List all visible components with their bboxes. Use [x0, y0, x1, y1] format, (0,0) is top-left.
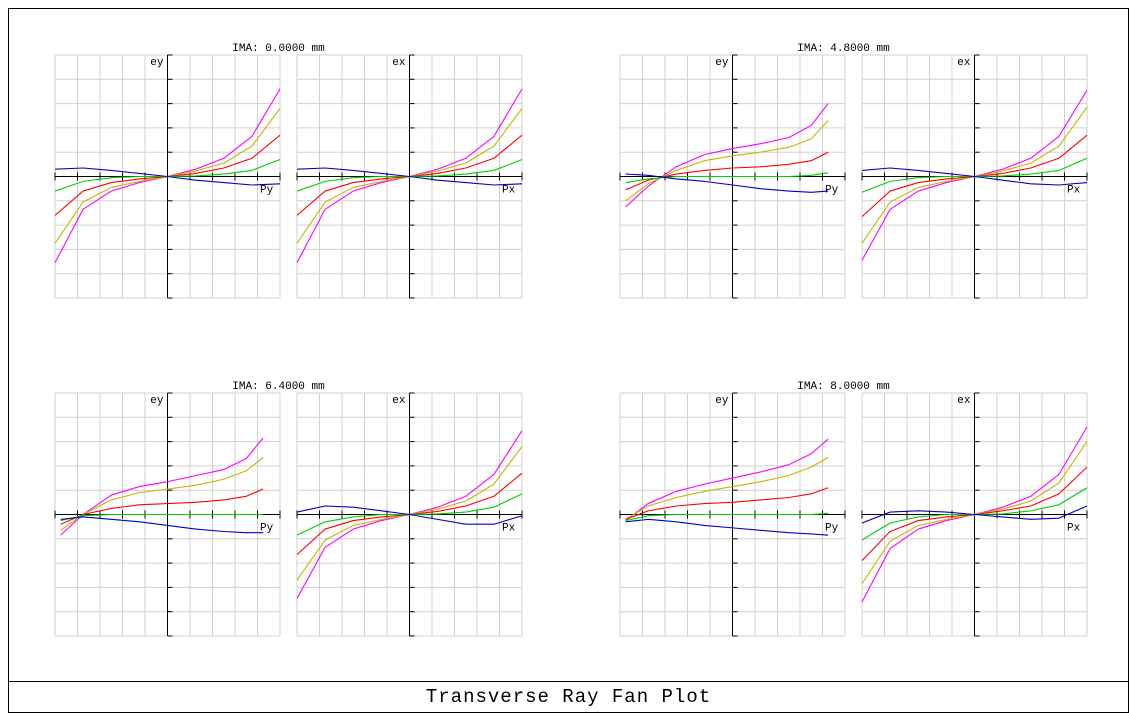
ray-fan-curve	[60, 437, 264, 536]
y-axis-label: ey	[150, 395, 164, 407]
y-axis-label: ex	[957, 57, 971, 69]
ray-fan-curve	[625, 456, 829, 520]
ray-fan-curve	[296, 167, 523, 186]
x-axis-label: Px	[502, 523, 516, 535]
fan-panel: ex Px	[861, 54, 1088, 299]
ray-fan-curve	[625, 512, 829, 522]
field-group: IMA: 0.0000 mm ey Py ex Px	[54, 43, 523, 299]
ray-fan-curve	[625, 438, 829, 522]
field-title: IMA: 0.0000 mm	[232, 43, 325, 55]
x-axis-label: Py	[260, 523, 274, 535]
ray-fan-curve	[625, 487, 829, 520]
ray-fan-curve	[861, 167, 1088, 186]
fan-panel: ey Py	[54, 392, 281, 637]
y-axis-label: ey	[715, 395, 729, 407]
ray-fan-curve	[60, 513, 264, 522]
x-axis-label: Py	[825, 523, 839, 535]
field-title: IMA: 4.8000 mm	[797, 43, 890, 55]
ray-fan-curve	[54, 167, 281, 186]
ray-fan-curve	[625, 173, 829, 193]
y-axis-label: ex	[392, 57, 406, 69]
fan-panel: ex Px	[861, 392, 1088, 637]
x-axis-label: Px	[502, 185, 516, 197]
ray-fan-curve	[625, 120, 829, 202]
plot-title: Transverse Ray Fan Plot	[425, 686, 712, 708]
x-axis-label: Px	[1067, 185, 1081, 197]
ray-fan-curve	[60, 456, 264, 531]
plot-frame	[8, 8, 1129, 713]
x-axis-label: Px	[1067, 523, 1081, 535]
fan-panel: ey Py	[619, 54, 846, 299]
x-axis-label: Py	[260, 185, 274, 197]
y-axis-label: ey	[715, 57, 729, 69]
fan-panel: ey Py	[54, 54, 281, 299]
y-axis-label: ey	[150, 57, 164, 69]
y-axis-label: ex	[957, 395, 971, 407]
ray-fan-curve	[60, 488, 264, 525]
ray-fan-curve	[861, 505, 1088, 524]
ray-fan-curve	[625, 172, 829, 184]
ray-fan-curve	[625, 518, 829, 536]
field-group: IMA: 4.8000 mm ey Py ex Px	[619, 43, 1088, 299]
field-title: IMA: 6.4000 mm	[232, 381, 325, 393]
fan-panel: ex Px	[296, 54, 523, 299]
field-title: IMA: 8.0000 mm	[797, 381, 890, 393]
y-axis-label: ex	[392, 395, 406, 407]
ray-fan-curve	[60, 516, 264, 534]
x-axis-label: Py	[825, 185, 839, 197]
field-group: IMA: 6.4000 mm ey Py ex Px	[54, 381, 523, 637]
footer-bar: Transverse Ray Fan Plot	[8, 681, 1129, 713]
field-group: IMA: 8.0000 mm ey Py ex Px	[619, 381, 1088, 637]
fan-panel: ex Px	[296, 392, 523, 637]
fan-panel: ey Py	[619, 392, 846, 637]
ray-fan-curve	[296, 505, 523, 525]
